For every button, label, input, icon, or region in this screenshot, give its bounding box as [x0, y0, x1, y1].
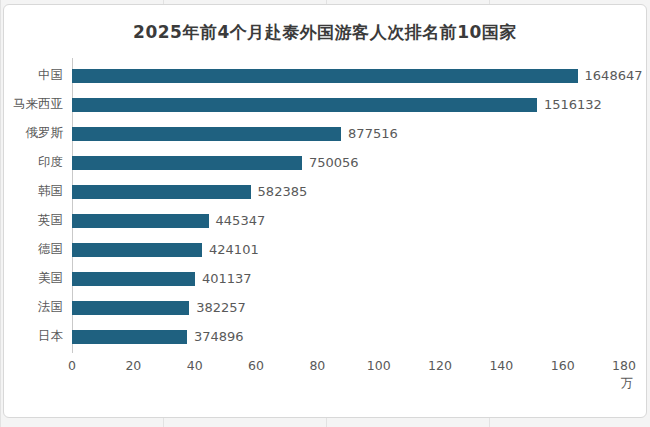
value-label: 445347	[216, 213, 266, 228]
bar-track: 582385	[72, 177, 624, 206]
bar-row: 德国 424101	[12, 235, 624, 264]
bar	[72, 185, 251, 199]
bar	[72, 98, 537, 112]
bar-row: 中国1648647	[12, 61, 624, 90]
chart-title: 2025年前4个月赴泰外国游客人次排名前10国家	[14, 21, 636, 44]
category-label: 德国	[12, 241, 72, 258]
bar-row: 俄罗斯 877516	[12, 119, 624, 148]
value-label: 750056	[309, 155, 359, 170]
bar-track: 1516132	[72, 90, 624, 119]
bar-track: 374896	[72, 322, 624, 351]
bar	[72, 127, 341, 141]
value-label: 877516	[348, 126, 398, 141]
category-label: 印度	[12, 154, 72, 171]
value-label: 582385	[258, 184, 308, 199]
bar	[72, 214, 209, 228]
bar-track: 445347	[72, 206, 624, 235]
category-label: 日本	[12, 328, 72, 345]
bar-track: 424101	[72, 235, 624, 264]
category-label: 俄罗斯	[12, 125, 72, 142]
bar-row: 日本 374896	[12, 322, 624, 351]
bar	[72, 156, 302, 170]
category-label: 英国	[12, 212, 72, 229]
bar	[72, 243, 202, 257]
bar-row: 韩国 582385	[12, 177, 624, 206]
bar	[72, 69, 578, 83]
bar-track: 1648647	[72, 61, 624, 90]
bar-row: 美国 401137	[12, 264, 624, 293]
bar-row: 法国 382257	[12, 293, 624, 322]
plot-area: 中国1648647马来西亚1516132俄罗斯877516印度750056韩国5…	[4, 61, 646, 417]
x-axis-unit-label: 万	[81, 375, 633, 393]
x-tick-label: 80	[309, 358, 325, 373]
category-label: 法国	[12, 299, 72, 316]
category-label: 美国	[12, 270, 72, 287]
bar-track: 401137	[72, 264, 624, 293]
x-tick-label: 40	[187, 358, 203, 373]
value-label: 424101	[209, 242, 259, 257]
value-label: 374896	[194, 329, 244, 344]
value-label: 382257	[196, 300, 246, 315]
chart-card: 2025年前4个月赴泰外国游客人次排名前10国家 中国1648647马来西亚15…	[3, 4, 647, 418]
category-label: 韩国	[12, 183, 72, 200]
bar-track: 877516	[72, 119, 624, 148]
bar-track: 382257	[72, 293, 624, 322]
x-tick-label: 0	[68, 358, 76, 373]
x-tick-label: 140	[489, 358, 513, 373]
bar-row: 马来西亚 1516132	[12, 90, 624, 119]
bar-track: 750056	[72, 148, 624, 177]
x-tick-label: 20	[125, 358, 141, 373]
bar	[72, 301, 189, 315]
value-label: 1516132	[544, 97, 602, 112]
x-tick-label: 60	[248, 358, 264, 373]
x-axis-ticks: 020406080100120140160180	[72, 354, 624, 375]
x-tick-label: 100	[367, 358, 391, 373]
bar-row: 英国 445347	[12, 206, 624, 235]
value-label: 1648647	[585, 68, 643, 83]
category-label: 中国	[12, 67, 72, 84]
x-tick-label: 180	[612, 358, 636, 373]
x-tick-label: 160	[551, 358, 575, 373]
bar	[72, 272, 195, 286]
spreadsheet-background: 2025年前4个月赴泰外国游客人次排名前10国家 中国1648647马来西亚15…	[0, 0, 650, 427]
bar-rows: 中国1648647马来西亚1516132俄罗斯877516印度750056韩国5…	[12, 61, 624, 351]
x-tick-label: 120	[428, 358, 452, 373]
value-label: 401137	[202, 271, 252, 286]
category-label: 马来西亚	[12, 96, 72, 113]
bar	[72, 330, 187, 344]
bar-row: 印度 750056	[12, 148, 624, 177]
